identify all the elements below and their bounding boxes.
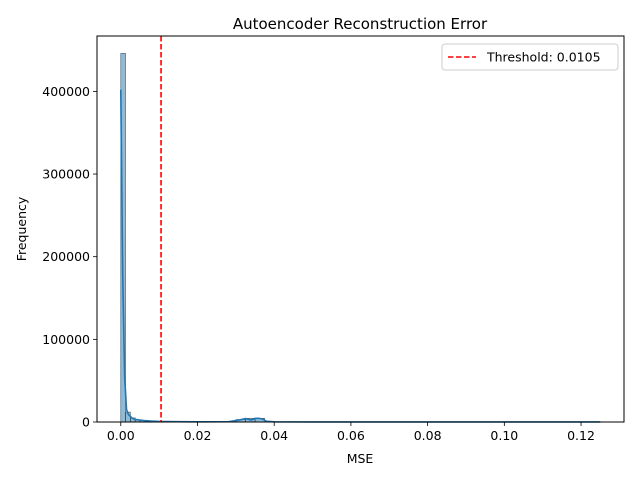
axes-frame xyxy=(96,35,625,423)
x-axis: 0.00 0.02 0.04 0.06 0.08 0.10 0.12 xyxy=(107,422,595,443)
legend: Threshold: 0.0105 xyxy=(441,43,619,71)
x-tick-label: 0.00 xyxy=(107,428,135,443)
plot-area xyxy=(119,36,601,423)
y-axis: 0 100000 200000 300000 400000 xyxy=(42,84,97,430)
kde-curve xyxy=(119,89,601,423)
chart-title: Autoencoder Reconstruction Error xyxy=(233,15,488,33)
x-tick-label: 0.10 xyxy=(490,428,518,443)
x-axis-label: MSE xyxy=(347,451,374,466)
y-tick-label: 400000 xyxy=(42,84,90,99)
legend-box xyxy=(441,43,619,71)
x-tick-label: 0.06 xyxy=(337,428,365,443)
y-tick-label: 100000 xyxy=(42,332,90,347)
y-tick-label: 0 xyxy=(82,415,90,430)
y-tick-label: 300000 xyxy=(42,167,90,182)
legend-threshold-label: Threshold: 0.0105 xyxy=(486,50,601,65)
x-tick-label: 0.12 xyxy=(567,428,595,443)
x-tick-label: 0.04 xyxy=(260,428,288,443)
y-tick-label: 200000 xyxy=(42,249,90,264)
y-axis-label: Frequency xyxy=(14,196,29,261)
x-tick-label: 0.08 xyxy=(414,428,442,443)
x-tick-label: 0.02 xyxy=(184,428,212,443)
